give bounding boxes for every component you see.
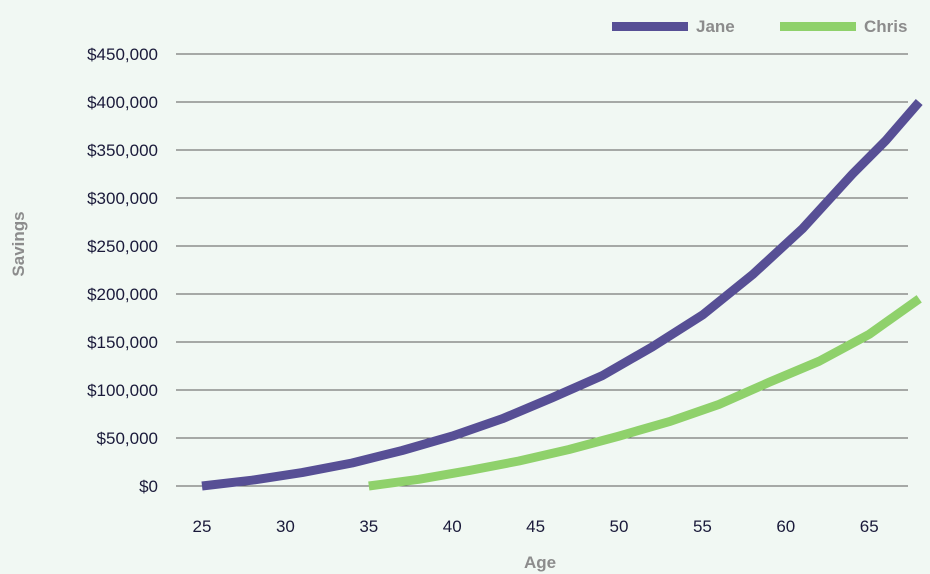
y-tick-label: $400,000 [87, 93, 158, 112]
y-tick-label: $50,000 [97, 429, 158, 448]
x-axis-title: Age [524, 553, 556, 572]
y-tick-label: $100,000 [87, 381, 158, 400]
x-axis-ticks: 25 30 35 40 45 50 55 60 65 [193, 517, 879, 536]
y-tick-label: $0 [139, 477, 158, 496]
y-tick-label: $150,000 [87, 333, 158, 352]
y-tick-label: $300,000 [87, 189, 158, 208]
x-tick-label: 55 [693, 517, 712, 536]
legend: Jane Chris [612, 17, 907, 36]
x-tick-label: 60 [776, 517, 795, 536]
x-tick-label: 50 [610, 517, 629, 536]
series-line-jane [201, 99, 923, 491]
legend-label-jane: Jane [696, 17, 735, 36]
x-tick-label: 30 [276, 517, 295, 536]
x-tick-label: 25 [193, 517, 212, 536]
y-tick-label: $450,000 [87, 45, 158, 64]
x-tick-label: 40 [443, 517, 462, 536]
x-tick-label: 45 [526, 517, 545, 536]
y-tick-label: $250,000 [87, 237, 158, 256]
legend-label-chris: Chris [864, 17, 907, 36]
y-tick-label: $350,000 [87, 141, 158, 160]
x-tick-label: 65 [860, 517, 879, 536]
grid [176, 53, 908, 487]
legend-swatch-chris [780, 22, 856, 31]
y-axis-title: Savings [9, 211, 28, 276]
y-axis-ticks: $0 $50,000 $100,000 $150,000 $200,000 $250,00… [87, 45, 158, 496]
legend-swatch-jane [612, 22, 688, 31]
series-group [201, 99, 923, 491]
y-tick-label: $200,000 [87, 285, 158, 304]
x-tick-label: 35 [359, 517, 378, 536]
series-line-chris [368, 295, 922, 491]
